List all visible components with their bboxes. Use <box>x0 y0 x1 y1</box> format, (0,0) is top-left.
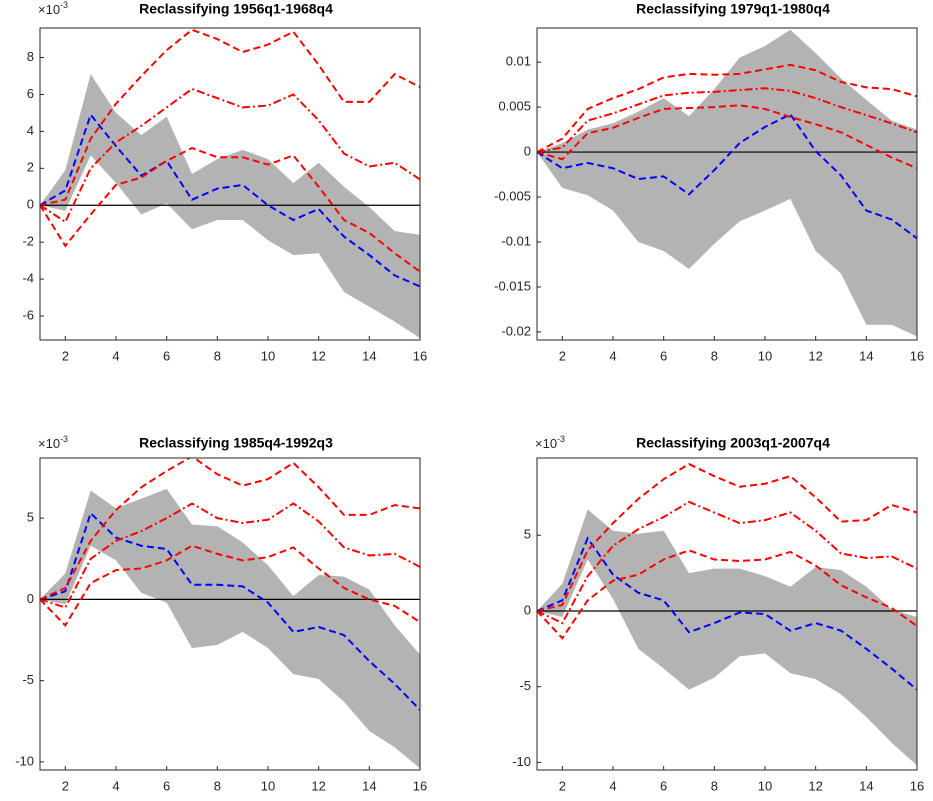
y-tick-label: -4 <box>22 271 34 286</box>
x-tick-label: 16 <box>910 348 924 363</box>
series-line <box>537 87 917 154</box>
y-tick-label: 0 <box>27 197 34 212</box>
x-tick-label: 14 <box>362 778 376 793</box>
x-tick-label: 14 <box>859 778 873 793</box>
panel-title: Reclassifying 1985q4-1992q3 <box>139 435 333 451</box>
y-multiplier-base: ×10 <box>38 436 60 451</box>
panel: Reclassifying 1985q4-1992q3 ×10-3 2 4 6 8 10 12… <box>15 434 427 793</box>
y-multiplier-exponent: -3 <box>60 434 68 444</box>
confidence-band <box>537 29 917 337</box>
x-tick-label: 10 <box>758 348 772 363</box>
x-tick-label: 8 <box>214 778 221 793</box>
y-multiplier: ×10-3 <box>38 0 68 17</box>
x-tick-label: 16 <box>910 778 924 793</box>
y-tick-label: -2 <box>22 234 34 249</box>
panel: Reclassifying 1979q1-1980q4 2 4 6 8 10 12 14 16 -… <box>494 1 924 364</box>
x-tick-label: 12 <box>311 778 325 793</box>
y-multiplier: ×10-3 <box>38 434 68 451</box>
panel-title: Reclassifying 2003q1-2007q4 <box>636 435 830 451</box>
x-tick-label: 6 <box>163 778 170 793</box>
y-tick-label: -6 <box>22 307 34 322</box>
y-tick-label: 2 <box>27 160 34 175</box>
panel-title: Reclassifying 1979q1-1980q4 <box>636 1 830 17</box>
y-tick-label: 6 <box>27 86 34 101</box>
y-multiplier-base: ×10 <box>38 2 60 17</box>
series-line <box>537 462 917 612</box>
x-tick-label: 6 <box>660 348 667 363</box>
series-line <box>537 549 917 640</box>
y-tick-label: -0.005 <box>494 188 531 203</box>
axes-box <box>536 27 918 341</box>
x-tick-label: 12 <box>311 348 325 363</box>
x-tick-label: 14 <box>362 348 376 363</box>
y-tick-label: -10 <box>15 753 34 768</box>
y-tick-label: 5 <box>524 527 531 542</box>
series-line <box>537 113 917 240</box>
x-tick-label: 10 <box>261 778 275 793</box>
y-tick-label: 0 <box>27 591 34 606</box>
series-line <box>40 87 420 224</box>
series-line <box>40 458 420 601</box>
x-tick-label: 2 <box>62 348 69 363</box>
y-tick-label: 0 <box>524 144 531 159</box>
y-tick-label: 8 <box>27 49 34 64</box>
x-tick-label: 16 <box>413 348 427 363</box>
y-tick-label: 5 <box>27 510 34 525</box>
confidence-band <box>40 488 420 769</box>
x-tick-label: 6 <box>660 778 667 793</box>
y-multiplier-base: ×10 <box>535 436 557 451</box>
plot-area <box>40 458 420 769</box>
confidence-band <box>537 509 917 766</box>
y-tick-label: -0.02 <box>501 323 531 338</box>
plot-area <box>40 28 420 339</box>
series-line <box>40 28 420 207</box>
y-tick-label: 0 <box>524 602 531 617</box>
y-tick-label: -0.01 <box>501 233 531 248</box>
series-line <box>40 502 420 609</box>
panel-title: Reclassifying 1956q1-1968q4 <box>139 1 333 17</box>
y-tick-label: -10 <box>512 754 531 769</box>
x-tick-label: 4 <box>609 778 616 793</box>
x-tick-label: 4 <box>609 348 616 363</box>
y-tick-label: -5 <box>22 672 34 687</box>
x-tick-label: 10 <box>758 778 772 793</box>
x-tick-label: 16 <box>413 778 427 793</box>
y-multiplier-exponent: -3 <box>60 0 68 10</box>
x-tick-label: 2 <box>62 778 69 793</box>
x-tick-label: 8 <box>711 348 718 363</box>
confidence-band <box>40 74 420 339</box>
series-line <box>40 544 420 628</box>
y-tick-label: -5 <box>519 678 531 693</box>
axes-box <box>39 457 421 771</box>
x-tick-label: 2 <box>559 348 566 363</box>
x-tick-label: 12 <box>808 778 822 793</box>
x-tick-label: 12 <box>808 348 822 363</box>
y-tick-label: 0.005 <box>498 99 531 114</box>
x-tick-label: 8 <box>711 778 718 793</box>
axes-box <box>39 27 421 341</box>
axes-box <box>536 457 918 771</box>
x-tick-label: 14 <box>859 348 873 363</box>
plot-area <box>537 462 917 766</box>
series-line <box>537 500 917 625</box>
x-tick-label: 10 <box>261 348 275 363</box>
panel: Reclassifying 1956q1-1968q4 ×10-3 2 4 6 8 10 12… <box>22 0 427 363</box>
x-tick-label: 8 <box>214 348 221 363</box>
y-tick-label: -0.015 <box>494 278 531 293</box>
x-tick-label: 2 <box>559 778 566 793</box>
y-tick-label: 0.01 <box>506 54 531 69</box>
y-tick-label: 4 <box>27 123 34 138</box>
x-tick-label: 6 <box>163 348 170 363</box>
x-tick-label: 4 <box>112 778 119 793</box>
y-multiplier: ×10-3 <box>535 434 565 451</box>
plot-area <box>537 29 917 337</box>
y-multiplier-exponent: -3 <box>557 434 565 444</box>
series-line <box>537 536 917 691</box>
series-line <box>537 63 917 153</box>
panel: Reclassifying 2003q1-2007q4 ×10-3 2 4 6 8 10 12… <box>512 434 924 793</box>
x-tick-label: 4 <box>112 348 119 363</box>
